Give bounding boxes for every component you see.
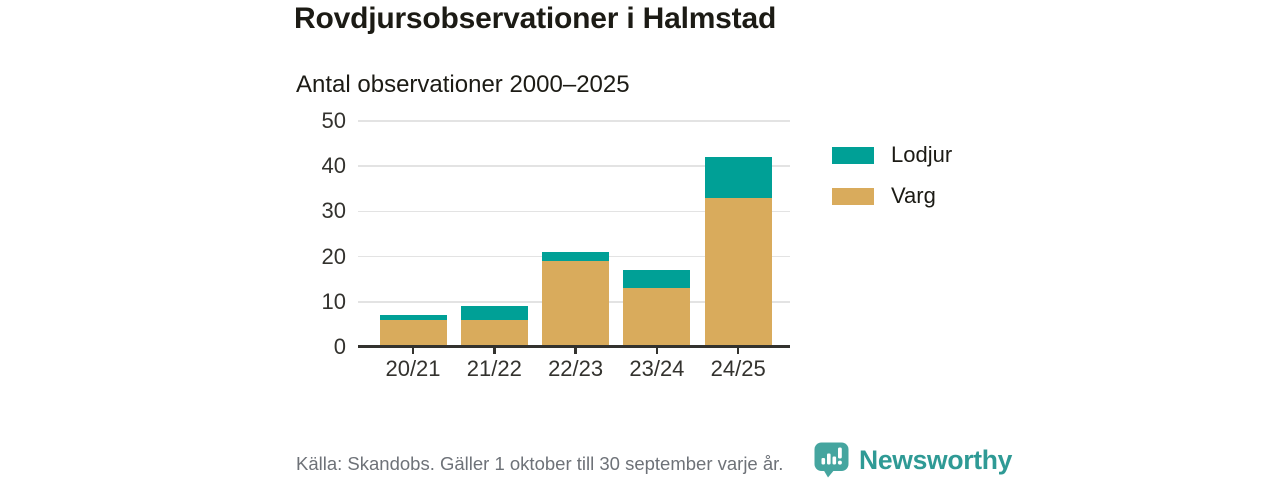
x-axis-tick	[736, 347, 740, 354]
bar-segment-lodjur	[460, 306, 528, 320]
y-tick-label: 40	[321, 153, 346, 179]
newsworthy-logo: Newsworthy	[814, 441, 1012, 479]
legend-item-lodjur: Lodjur	[832, 142, 952, 168]
x-axis-tick	[411, 347, 415, 354]
legend: Lodjur Varg	[832, 142, 952, 209]
bar-24/25	[704, 121, 772, 347]
bar-segment-lodjur	[623, 270, 691, 289]
legend-swatch	[832, 187, 874, 205]
x-tick-label: 24/25	[710, 356, 766, 381]
bar-20/21	[379, 121, 447, 347]
y-tick-label: 10	[321, 288, 346, 314]
x-axis-tick	[574, 347, 577, 354]
legend-swatch	[832, 146, 874, 164]
page-title: Rovdjursobservationer i Halmstad	[294, 2, 777, 35]
chart-subtitle: Antal observationer 2000–2025	[296, 71, 630, 98]
bar-segment-varg	[623, 288, 691, 347]
y-axis-labels: 0 10 20 30 40 50	[290, 108, 346, 359]
newsworthy-bubble-chart-icon	[814, 442, 849, 478]
bar-segment-varg	[704, 197, 772, 347]
bar-segment-lodjur	[704, 157, 772, 198]
legend-label: Lodjur	[891, 142, 953, 167]
x-axis-tick	[493, 347, 496, 354]
bar-segment-lodjur	[379, 315, 447, 320]
brand-name: Newsworthy	[859, 444, 1013, 475]
y-tick-label: 30	[321, 198, 346, 224]
bar-22/23	[542, 121, 610, 347]
x-tick-label: 20/21	[385, 356, 441, 381]
x-tick-label: 21/22	[466, 356, 522, 381]
y-tick-label: 0	[333, 334, 346, 359]
legend-item-varg: Varg	[832, 183, 952, 209]
x-axis-labels: 20/21 21/22 22/23 23/24 24/25	[358, 356, 790, 386]
source-note: Källa: Skandobs. Gäller 1 oktober till 3…	[296, 453, 784, 474]
bar-segment-lodjur	[542, 252, 610, 262]
bar-segment-varg	[379, 319, 447, 347]
x-tick-label: 23/24	[629, 356, 685, 381]
gridline	[358, 165, 790, 167]
x-axis-tick	[655, 347, 659, 354]
y-tick-label: 50	[321, 108, 346, 133]
bar-segment-varg	[460, 319, 528, 347]
x-tick-label: 22/23	[548, 356, 604, 381]
x-axis-line	[358, 345, 790, 348]
legend-label: Varg	[891, 183, 936, 208]
y-tick-label: 20	[321, 243, 346, 269]
gridline	[358, 120, 790, 122]
bar-21/22	[460, 121, 528, 347]
plot-area	[358, 120, 790, 354]
gridline	[358, 210, 790, 213]
bar-segment-varg	[542, 261, 610, 347]
bar-23/24	[623, 121, 691, 347]
